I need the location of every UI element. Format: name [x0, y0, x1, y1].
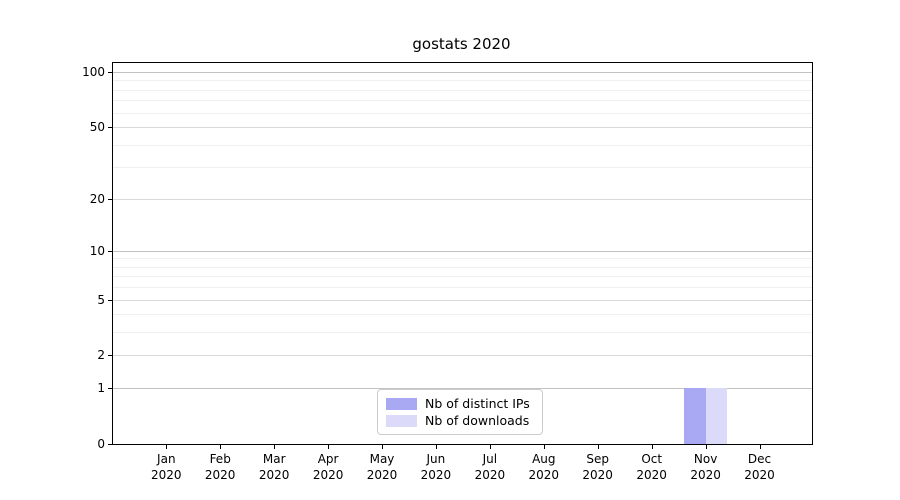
- x-tick-mark: [435, 445, 437, 449]
- y-gridline-major: [113, 299, 812, 301]
- x-tick-label: Nov 2020: [690, 452, 721, 482]
- legend-label: Nb of downloads: [425, 412, 530, 428]
- x-tick-mark: [597, 445, 599, 449]
- y-tick-label: 20: [89, 191, 105, 206]
- y-tick-label: 10: [89, 243, 105, 258]
- x-tick-label: Mar 2020: [258, 452, 290, 482]
- y-gridline-minor: [113, 100, 812, 102]
- y-tick-mark: [108, 388, 112, 390]
- x-tick-label: Feb 2020: [204, 452, 236, 482]
- x-tick-mark: [759, 445, 761, 449]
- legend-row: Nb of distinct IPs: [386, 396, 534, 412]
- legend-row: Nb of downloads: [386, 413, 534, 429]
- bar-nb-of-distinct-ips: [684, 388, 706, 444]
- y-gridline-major: [113, 126, 812, 128]
- y-tick-label: 1: [97, 381, 105, 396]
- y-gridline-minor: [113, 332, 812, 334]
- x-tick-mark: [166, 445, 168, 449]
- x-tick-mark: [705, 445, 707, 449]
- y-tick-label: 100: [82, 64, 105, 79]
- y-tick-mark: [108, 71, 112, 73]
- x-tick-label: Sep 2020: [582, 452, 613, 482]
- y-gridline-major: [113, 71, 812, 73]
- legend-swatch-nb-of-downloads: [386, 414, 417, 427]
- y-gridline-minor: [113, 266, 812, 268]
- x-tick-mark: [220, 445, 222, 449]
- legend: Nb of distinct IPs Nb of downloads: [377, 389, 543, 435]
- y-tick-mark: [108, 198, 112, 200]
- y-gridline-major: [113, 388, 812, 390]
- y-tick-mark: [108, 444, 112, 445]
- x-tick-mark: [489, 445, 491, 449]
- y-tick-label: 2: [97, 348, 105, 363]
- chart-title: gostats 2020: [412, 35, 511, 53]
- x-tick-mark: [328, 445, 330, 449]
- y-gridline-major: [113, 355, 812, 357]
- y-tick-label: 0: [97, 437, 105, 451]
- x-tick-mark: [274, 445, 276, 449]
- x-tick-label: Jul 2020: [474, 452, 506, 482]
- y-tick-label: 50: [89, 119, 105, 134]
- x-tick-mark: [651, 445, 653, 449]
- y-gridline-minor: [113, 80, 812, 82]
- y-gridline-minor: [113, 89, 812, 91]
- x-tick-label: Jan 2020: [151, 452, 182, 482]
- x-tick-label: Aug 2020: [528, 452, 560, 482]
- legend-swatch-nb-of-distinct-ips: [386, 397, 417, 410]
- y-tick-mark: [108, 299, 112, 301]
- x-tick-label: May 2020: [366, 452, 398, 482]
- x-tick-label: Apr 2020: [312, 452, 344, 482]
- y-gridline-minor: [113, 314, 812, 316]
- y-gridline-minor: [113, 287, 812, 289]
- y-tick-label: 5: [97, 292, 105, 307]
- y-tick-mark: [108, 250, 112, 252]
- legend-label: Nb of distinct IPs: [425, 395, 530, 411]
- y-tick-mark: [108, 126, 112, 128]
- x-tick-label: Dec 2020: [744, 452, 775, 482]
- plot-area: [112, 62, 813, 445]
- y-gridline-minor: [113, 276, 812, 278]
- y-gridline-minor: [113, 144, 812, 146]
- x-tick-mark: [382, 445, 383, 449]
- y-gridline-minor: [113, 167, 812, 169]
- y-tick-mark: [108, 355, 112, 357]
- x-tick-mark: [543, 445, 545, 449]
- y-gridline-major: [113, 198, 812, 200]
- bar-nb-of-downloads: [705, 388, 728, 444]
- y-gridline-major: [113, 250, 812, 252]
- x-tick-label: Jun 2020: [420, 452, 452, 482]
- y-gridline-minor: [113, 112, 812, 114]
- x-tick-label: Oct 2020: [636, 452, 667, 482]
- y-gridline-minor: [113, 258, 812, 260]
